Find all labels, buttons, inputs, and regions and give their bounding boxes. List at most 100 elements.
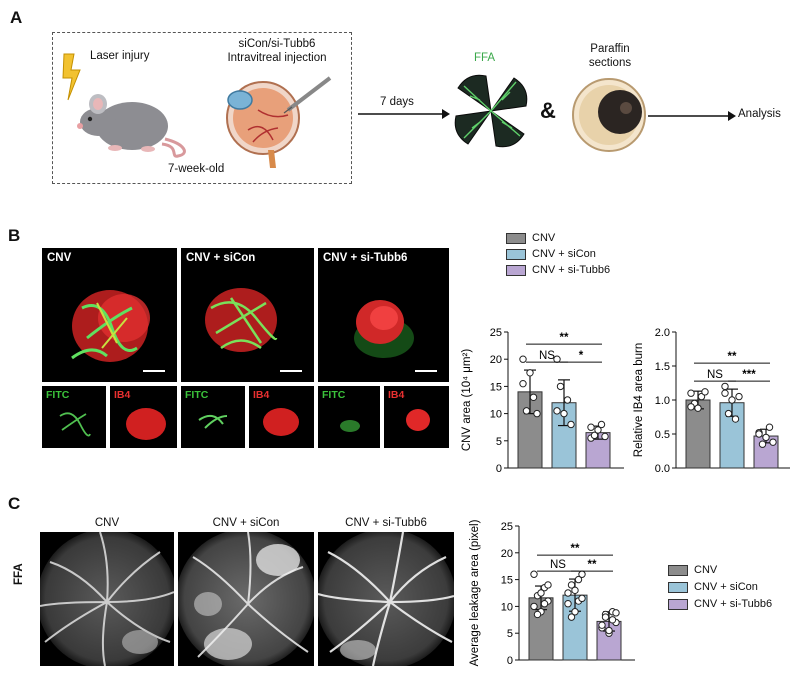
paraffin-label: Paraffin sections	[575, 42, 645, 70]
y-axis-label: Relative IB4 area burn	[633, 343, 645, 457]
legend-item-cnv-sicon: CNV + siCon	[506, 248, 596, 260]
y-axis-label: CNV area (10⁴ μm²)	[461, 349, 473, 451]
data-point	[560, 409, 568, 418]
scale-bar	[415, 370, 437, 372]
y-tick-label: 25	[501, 521, 513, 533]
y-tick-label: 15	[501, 575, 513, 587]
data-point	[735, 392, 743, 401]
data-point	[567, 613, 576, 621]
data-point	[694, 404, 702, 412]
data-point	[567, 581, 576, 589]
micrograph-label: CNV + si-Tubb6	[323, 252, 408, 264]
data-point	[724, 409, 733, 418]
fitc-label: FITC	[46, 389, 70, 401]
data-point	[721, 389, 729, 397]
significance-label: *	[579, 350, 584, 362]
y-tick-label: 2.0	[655, 327, 670, 339]
fitc-channel-cnv: FITC	[42, 386, 106, 448]
data-point	[519, 379, 527, 388]
y-tick-label: 0	[507, 655, 513, 667]
data-point	[529, 393, 538, 401]
legend-swatch	[668, 564, 688, 576]
legend-item-cnv-sicon: CNV + siCon	[668, 581, 758, 593]
y-axis-label: Average leakage area (pixel)	[469, 519, 481, 666]
data-point	[526, 369, 534, 377]
data-point	[519, 355, 527, 363]
data-point	[721, 382, 729, 391]
data-point	[578, 594, 586, 603]
arrow-right-icon	[648, 111, 736, 121]
panel-letter-b: B	[8, 226, 21, 245]
data-point	[556, 382, 565, 391]
ffa-image-cnv	[40, 532, 174, 666]
ffa-image-cnv-sicon	[178, 532, 314, 666]
ffa-title-cnv-situbb6: CNV + si-Tubb6	[345, 517, 427, 529]
data-point	[564, 600, 572, 608]
data-point	[758, 440, 767, 448]
legend-swatch	[668, 598, 688, 610]
significance-label: NS	[539, 350, 555, 362]
ffa-row-label: FFA	[13, 563, 25, 585]
injection-label-line2: Intravitreal injection	[227, 52, 327, 64]
y-tick-label: 1.0	[655, 395, 670, 407]
data-point	[574, 575, 583, 584]
y-tick-label: 0.5	[655, 429, 670, 441]
ib4-channel-cnv-situbb6: IB4	[384, 386, 449, 448]
fitc-channel-cnv-sicon: FITC	[181, 386, 245, 448]
legend-label: CNV + siCon	[694, 581, 758, 593]
data-point	[769, 438, 777, 446]
data-point	[755, 430, 763, 438]
fitc-channel-cnv-situbb6: FITC	[318, 386, 380, 448]
y-tick-label: 5	[496, 436, 502, 448]
ffa-title-cnv-sicon: CNV + siCon	[212, 517, 280, 529]
legend-item-cnv-situbb6: CNV + si-Tubb6	[668, 598, 772, 610]
y-tick-label: 20	[501, 548, 513, 560]
ib4-label: IB4	[114, 389, 131, 401]
eyeball-section-icon	[572, 78, 646, 152]
legend-swatch	[506, 248, 526, 260]
micrograph-cnv-sicon: CNV + siCon	[181, 248, 314, 382]
eye-injection-icon	[226, 76, 332, 168]
legend-label: CNV	[532, 232, 556, 244]
significance-label: **	[728, 351, 737, 363]
paraffin-label-line1: Paraffin	[590, 43, 630, 55]
data-point	[553, 407, 561, 415]
data-point	[762, 433, 770, 442]
micrograph-label: CNV + siCon	[186, 252, 256, 264]
ib4-channel-cnv-sicon: IB4	[249, 386, 314, 448]
data-point	[728, 396, 736, 404]
scale-bar	[143, 370, 165, 372]
legend-swatch	[668, 581, 688, 593]
data-point	[701, 388, 709, 396]
panel-letter-a: A	[10, 8, 23, 27]
injection-box	[52, 32, 352, 184]
injection-label: siCon/si-Tubb6 Intravitreal injection	[212, 37, 342, 65]
significance-label: NS	[550, 559, 566, 571]
significance-label: **	[588, 559, 597, 571]
legend-label: CNV	[694, 564, 718, 576]
ffa-title-cnv: CNV	[94, 517, 120, 529]
y-tick-label: 5	[507, 628, 513, 640]
micrograph-label: CNV	[47, 252, 72, 264]
data-point	[530, 602, 538, 611]
ib4-channel-cnv: IB4	[110, 386, 177, 448]
micrograph-cnv-situbb6: CNV + si-Tubb6	[318, 248, 449, 382]
data-point	[765, 423, 774, 431]
data-point	[563, 396, 572, 404]
data-point	[530, 570, 538, 578]
legend-label: CNV + si-Tubb6	[532, 264, 611, 276]
ffa-image-cnv-situbb6	[318, 532, 454, 666]
legend-label: CNV + siCon	[532, 248, 596, 260]
data-point	[608, 616, 617, 624]
data-point	[597, 420, 606, 429]
days-label: 7 days	[380, 96, 414, 108]
legend-label: CNV + si-Tubb6	[694, 598, 773, 610]
ffa-label: FFA	[474, 52, 496, 64]
legend-item-cnv: CNV	[506, 232, 555, 244]
laser-label: Laser injury	[90, 50, 150, 62]
significance-label: **	[571, 543, 580, 555]
data-point	[522, 407, 531, 415]
y-tick-label: 0	[496, 463, 502, 473]
y-tick-label: 25	[490, 327, 502, 339]
y-tick-label: 10	[501, 601, 513, 613]
